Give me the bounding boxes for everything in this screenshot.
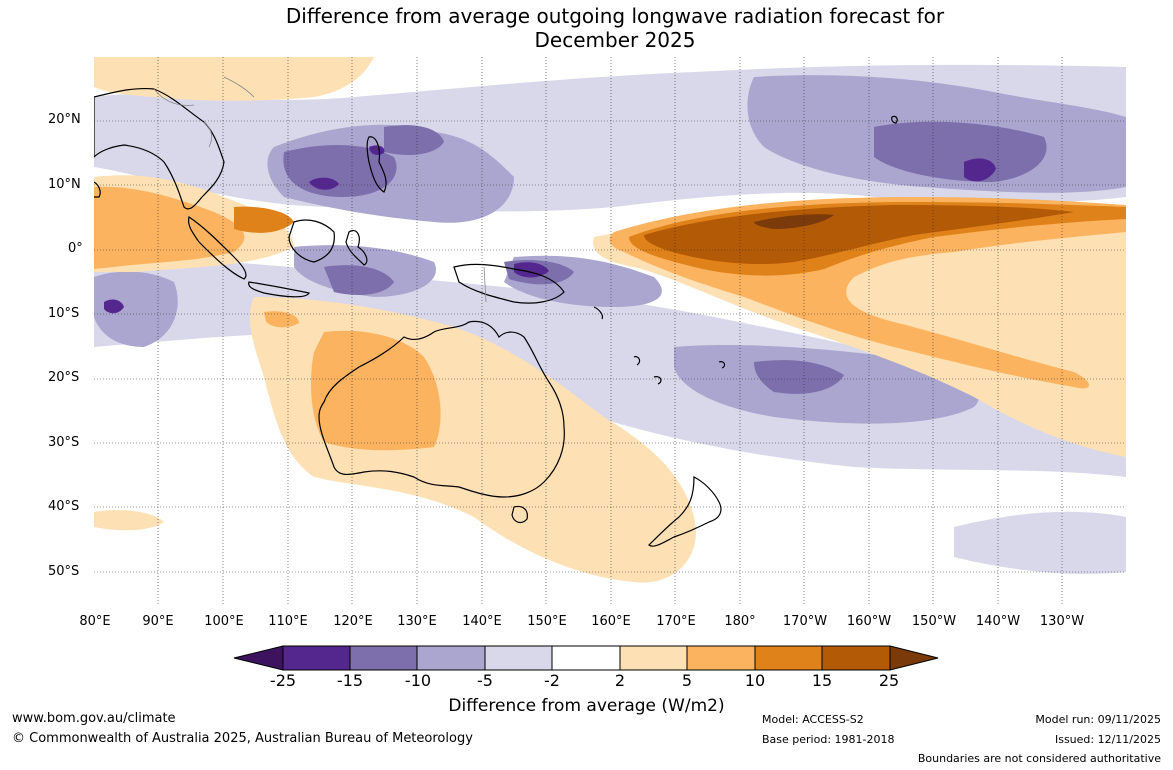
- lat-label-20n: 20°N: [48, 112, 81, 127]
- colorbar-segment-8: [754, 645, 823, 671]
- footer-issued: Issued: 12/11/2025: [1054, 733, 1161, 746]
- lat-label-30s: 30°S: [48, 435, 80, 450]
- colorbar: [233, 645, 939, 671]
- footer-disclaimer: Boundaries are not considered authoritat…: [917, 752, 1161, 765]
- lat-label-40s: 40°S: [48, 499, 80, 514]
- country-borders: [153, 76, 487, 303]
- lon-label-90e: 90°E: [142, 614, 174, 629]
- lon-label-170e: 170°E: [656, 614, 696, 629]
- colorbar-segment-9: [821, 645, 891, 671]
- colorbar-label: Difference from average (W/m2): [448, 696, 725, 716]
- colorbar-segment-4: [484, 645, 553, 671]
- colorbar-tick-8: 10: [744, 671, 766, 690]
- colorbar-tick-6: 2: [614, 671, 626, 690]
- map-title: Difference from average outgoing longwav…: [0, 4, 1173, 52]
- lon-label-130w: 130°W: [1039, 614, 1085, 629]
- lat-label-10n: 10°N: [48, 177, 81, 192]
- lat-label-10s: 10°S: [48, 306, 80, 321]
- anomaly-band-plus15: [644, 205, 1074, 265]
- anomaly-band-plus25: [754, 214, 834, 229]
- colorbar-tick-1: -25: [269, 671, 297, 690]
- footer-copyright: © Commonwealth of Australia 2025, Austra…: [12, 731, 473, 746]
- anomaly-band-minus15: [104, 145, 996, 314]
- colorbar-extend-max: [889, 645, 939, 671]
- lon-label-100e: 100°E: [204, 614, 244, 629]
- colorbar-tick-7: 5: [681, 671, 693, 690]
- anomaly-field: [94, 57, 1126, 605]
- footer-model: Model: ACCESS-S2: [762, 713, 864, 726]
- colorbar-segment-1: [282, 645, 351, 671]
- title-line-1: Difference from average outgoing longwav…: [285, 4, 945, 28]
- colorbar-tick-4: -5: [477, 671, 493, 690]
- colorbar-segment-3: [416, 645, 486, 671]
- lon-label-180: 180°: [724, 614, 756, 629]
- lat-label-20s: 20°S: [48, 370, 80, 385]
- colorbar-segment-2: [349, 645, 418, 671]
- title-line-2: December 2025: [534, 28, 696, 52]
- lon-label-150e: 150°E: [527, 614, 567, 629]
- colorbar-tick-2: -15: [336, 671, 364, 690]
- colorbar-segment-5: [551, 645, 621, 671]
- lon-label-160e: 160°E: [591, 614, 631, 629]
- lon-label-130e: 130°E: [397, 614, 437, 629]
- lat-label-0: 0°: [68, 241, 83, 256]
- colorbar-tick-5: -2: [544, 671, 560, 690]
- footer-url[interactable]: www.bom.gov.au/climate: [12, 711, 176, 726]
- colorbar-tick-9: 15: [811, 671, 833, 690]
- footer-model-run: Model run: 09/11/2025: [1035, 713, 1161, 726]
- lon-label-160w: 160°W: [846, 614, 892, 629]
- ocean-map: [94, 57, 1126, 605]
- colorbar-tick-10: 25: [878, 671, 900, 690]
- lon-label-120e: 120°E: [333, 614, 373, 629]
- colorbar-segment-7: [686, 645, 756, 671]
- lat-label-50s: 50°S: [48, 564, 80, 579]
- colorbar-extend-min: [233, 645, 284, 671]
- lon-label-170w: 170°W: [782, 614, 828, 629]
- lon-label-110e: 110°E: [268, 614, 308, 629]
- footer-base-period: Base period: 1981-2018: [762, 733, 895, 746]
- lon-label-80e: 80°E: [79, 614, 111, 629]
- colorbar-tick-3: -10: [404, 671, 432, 690]
- lon-label-150w: 150°W: [911, 614, 957, 629]
- colorbar-segment-6: [619, 645, 688, 671]
- graticule: [94, 57, 1126, 605]
- lon-label-140e: 140°E: [462, 614, 502, 629]
- lon-label-140w: 140°W: [975, 614, 1021, 629]
- coastlines: [94, 87, 898, 547]
